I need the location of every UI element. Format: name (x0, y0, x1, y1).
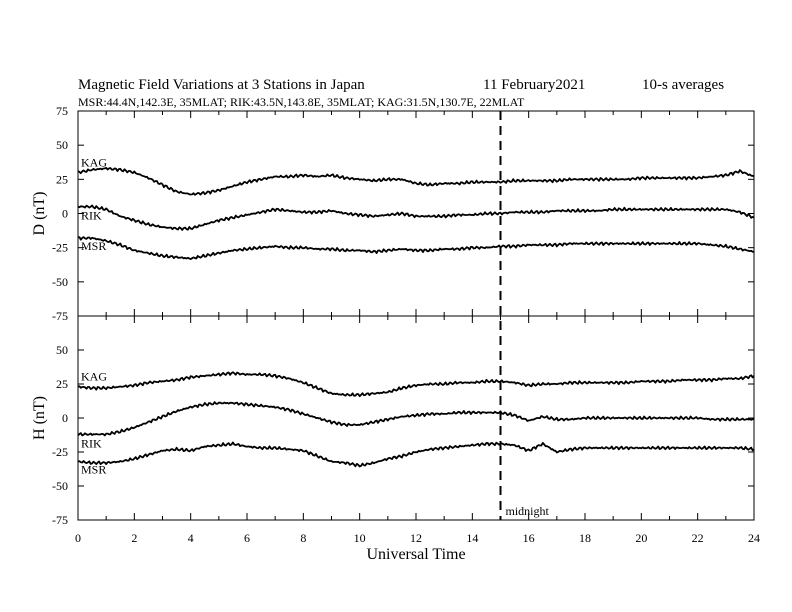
midnight-label: midnight (506, 504, 550, 518)
chart-date: 11 February2021 (483, 77, 585, 93)
y-tick-label: 25 (56, 377, 68, 391)
y-tick-label: -25 (52, 445, 68, 459)
chart-title: Magnetic Field Variations at 3 Stations … (78, 77, 365, 93)
series-label-kag: KAG (81, 156, 107, 170)
series-line-msr (77, 441, 755, 468)
x-tick-label: 24 (748, 531, 760, 545)
y-tick-label: 50 (56, 138, 68, 152)
y-axis-label: D (nT) (31, 192, 48, 236)
series-line-rik (77, 401, 755, 437)
x-tick-label: 4 (188, 531, 194, 545)
y-tick-label: -50 (52, 479, 68, 493)
panel-frame (77, 110, 755, 317)
x-tick-label: 8 (300, 531, 306, 545)
y-tick-label: 0 (62, 207, 68, 221)
y-tick-label: -75 (52, 309, 68, 323)
x-tick-label: 16 (523, 531, 535, 545)
series-line-kag (77, 167, 755, 196)
series-label-rik: RIK (81, 209, 102, 223)
series-label-msr: MSR (81, 239, 106, 253)
x-tick-label: 18 (579, 531, 591, 545)
series-label-kag: KAG (81, 370, 107, 384)
y-tick-label: 50 (56, 343, 68, 357)
station-info: MSR:44.4N,142.3E, 35MLAT; RIK:43.5N,143.… (78, 95, 525, 109)
x-axis-label: Universal Time (366, 546, 465, 563)
x-tick-label: 6 (244, 531, 250, 545)
y-tick-label: 25 (56, 172, 68, 186)
series-label-msr: MSR (81, 463, 106, 477)
x-tick-label: 0 (75, 531, 81, 545)
x-tick-label: 14 (466, 531, 478, 545)
x-tick-label: 22 (692, 531, 704, 545)
series-label-rik: RIK (81, 436, 102, 450)
y-tick-label: -25 (52, 241, 68, 255)
y-axis-label: H (nT) (31, 396, 48, 440)
x-tick-label: 2 (131, 531, 137, 545)
x-tick-label: 10 (354, 531, 366, 545)
series-line-msr (77, 236, 755, 260)
y-tick-label: -50 (52, 275, 68, 289)
d-component-panel: 75 50 25 0 -25 -50 -75 D (nT) KAG RIK MSR (31, 104, 755, 323)
x-tick-label: 20 (635, 531, 647, 545)
y-tick-label: 0 (62, 411, 68, 425)
chart-averaging: 10-s averages (642, 77, 724, 93)
series-line-kag (77, 371, 755, 398)
y-tick-label: 75 (56, 104, 68, 118)
x-tick-label: 12 (410, 531, 422, 545)
y-tick-label: -75 (52, 513, 68, 527)
series-line-rik (77, 204, 755, 231)
